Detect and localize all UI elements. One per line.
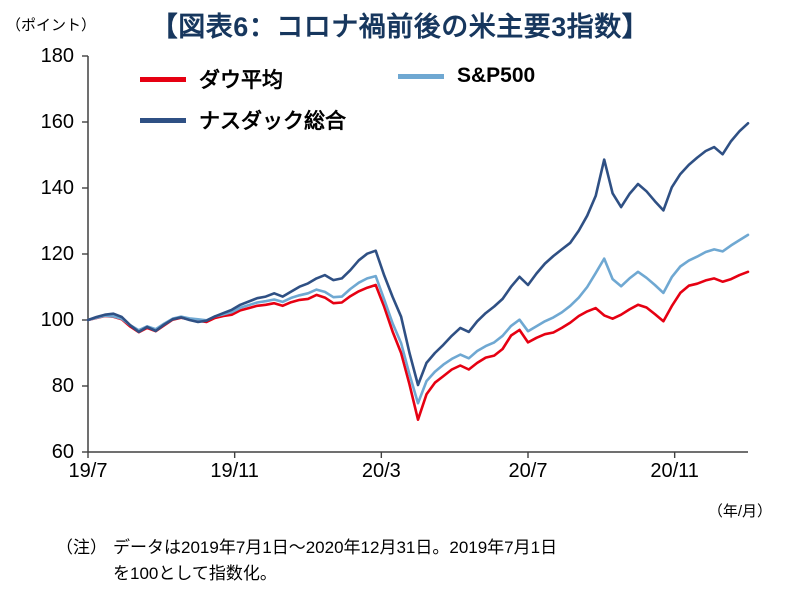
series-line-sp500 [86,233,750,405]
y-axis-tick-label: 100 [40,309,74,331]
legend-line-swatch-sp500 [398,73,444,79]
y-axis-tick-label: 80 [51,375,74,397]
y-axis-tick-label: 140 [40,177,74,199]
footnote-prefix: （注） [56,538,107,557]
series-line-dow-average [86,270,750,422]
x-axis-tick-label: 20/3 [361,460,401,482]
legend-line-swatch-nasdaq-composite [140,117,186,123]
legend-item-sp500: S&P500 [398,64,535,88]
legend-label-dow-average: ダウ平均 [199,69,283,92]
chart-title: 【図表6：コロナ禍前後の米主要3指数】 [150,12,650,42]
footnote-line-2: を100として指数化。 [113,564,277,584]
x-axis-tick-label: 19/7 [68,460,108,482]
y-axis-tick-label: 160 [40,111,74,133]
footnote-line-1: データは2019年7月1日～2020年12月31日。2019年7月1日 [113,538,558,557]
x-axis-unit-label: （年/月） [707,503,772,520]
series-line-nasdaq-composite [86,122,750,387]
y-axis-unit-label: （ポイント） [6,17,97,34]
footnote: （注） データは2019年7月1日～2020年12月31日。2019年7月1日 … [56,535,557,588]
x-axis-tick-label: 20/11 [650,460,699,482]
legend-line-swatch-dow-average [140,76,186,82]
x-axis-tick-label: 20/7 [508,460,548,482]
legend-item-nasdaq-composite: ナスダック総合 [140,105,346,135]
x-axis-tick-label: 19/11 [210,460,259,482]
y-axis-tick-label: 60 [51,441,74,463]
y-axis-tick-label: 120 [40,243,74,265]
legend-item-dow-average: ダウ平均 [140,64,283,94]
chart-legend: ダウ平均 S&P500 ナスダック総合 [140,64,620,148]
footnote-text: データは2019年7月1日～2020年12月31日。2019年7月1日 を100… [113,535,557,588]
legend-label-sp500: S&P500 [457,64,536,87]
y-axis-tick-label: 180 [40,45,74,67]
legend-label-nasdaq-composite: ナスダック総合 [199,110,346,133]
